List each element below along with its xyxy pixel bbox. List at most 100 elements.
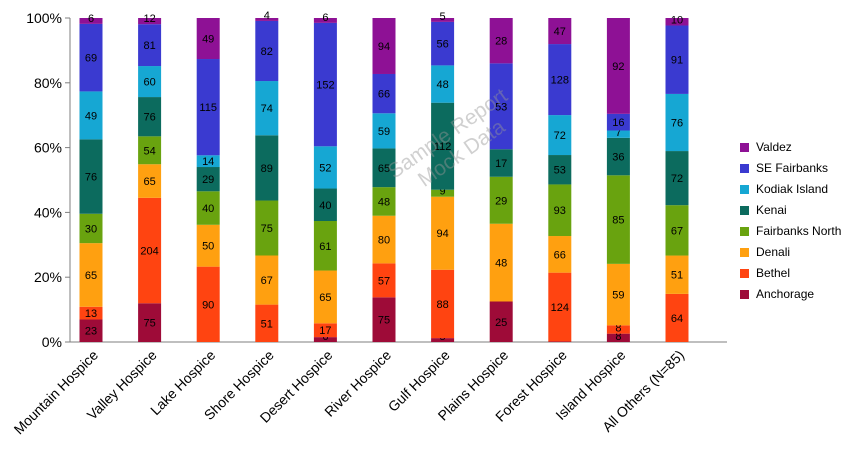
data-label: 115 — [199, 102, 217, 114]
bar-segment — [138, 97, 162, 137]
y-tick-label: 60% — [34, 140, 62, 156]
data-label: 76 — [143, 112, 155, 124]
bar-segment — [606, 263, 630, 326]
bar-segment — [665, 151, 689, 206]
bar-segment — [313, 323, 337, 338]
data-label: 28 — [495, 36, 507, 48]
bar-segment — [431, 65, 455, 103]
legend-swatch — [740, 290, 749, 299]
bar-segment — [138, 136, 162, 165]
data-label: 9 — [440, 186, 446, 198]
data-label: 6 — [88, 13, 94, 25]
data-label: 48 — [378, 196, 390, 208]
bar-segment — [489, 18, 513, 64]
bar-segment — [313, 22, 337, 147]
data-label: 52 — [319, 162, 331, 174]
bar-segment — [79, 213, 103, 244]
bar-segment — [431, 102, 455, 190]
data-label: 49 — [85, 110, 97, 122]
bar-segment — [372, 297, 396, 342]
bar-segment — [489, 149, 513, 177]
data-label: 25 — [495, 317, 507, 329]
data-label: 5 — [440, 11, 446, 23]
bar-segment — [313, 18, 337, 23]
legend-label: Kenai — [756, 203, 787, 217]
bar-segment — [372, 113, 396, 149]
data-label: 53 — [554, 165, 566, 177]
data-label: 91 — [671, 55, 683, 67]
legend-swatch — [740, 164, 749, 173]
data-label: 49 — [202, 34, 214, 46]
legend-label: Anchorage — [756, 287, 815, 301]
bar-segment — [138, 303, 162, 342]
data-label: 8 — [615, 331, 621, 343]
data-label: 10 — [671, 15, 683, 27]
data-label: 53 — [495, 101, 507, 113]
bar-segment — [196, 224, 220, 267]
bar-segment — [548, 18, 572, 45]
data-label: 92 — [612, 61, 624, 73]
data-label: 69 — [85, 53, 97, 65]
data-label: 88 — [436, 299, 448, 311]
legend-swatch — [740, 269, 749, 278]
data-label: 7 — [615, 127, 621, 139]
legend-label: Valdez — [756, 140, 792, 154]
data-label: 75 — [261, 223, 273, 235]
data-label: 94 — [378, 41, 390, 53]
data-label: 23 — [85, 326, 97, 338]
data-label: 50 — [202, 241, 214, 253]
bar-segment — [431, 338, 455, 342]
data-label: 57 — [378, 275, 390, 287]
data-label: 112 — [434, 141, 452, 153]
bar-segment — [548, 155, 572, 185]
bar-segment — [255, 81, 279, 136]
bar-segment — [665, 205, 689, 256]
data-label: 29 — [202, 174, 214, 186]
bar-segment — [548, 236, 572, 273]
bar-segment — [255, 18, 279, 21]
data-label: 64 — [671, 313, 683, 325]
bar-segment — [79, 91, 103, 140]
data-label: 30 — [85, 223, 97, 235]
bar-segment — [665, 25, 689, 94]
y-tick-label: 100% — [26, 10, 62, 26]
bar-segment — [548, 184, 572, 237]
legend-item: Anchorage — [738, 287, 854, 308]
bar-segment — [79, 23, 103, 92]
bar-segment — [138, 24, 162, 67]
bar-segment — [79, 319, 103, 342]
bar-segment — [138, 164, 162, 198]
legend-swatch — [740, 227, 749, 236]
bar-segment — [372, 73, 396, 114]
bar-segment — [489, 223, 513, 302]
data-label: 65 — [319, 292, 331, 304]
bar-segment — [431, 269, 455, 339]
data-label: 67 — [261, 275, 273, 287]
data-label: 4 — [264, 10, 270, 22]
legend-label: Fairbanks North — [756, 224, 842, 238]
bar-segment — [255, 135, 279, 201]
data-label: 89 — [261, 163, 273, 175]
bar-segment — [138, 197, 162, 304]
bar-segment — [313, 270, 337, 324]
bar-segment — [606, 175, 630, 264]
data-label: 40 — [319, 200, 331, 212]
data-label: 48 — [436, 79, 448, 91]
bar-segment — [255, 255, 279, 305]
data-label: 75 — [378, 315, 390, 327]
data-label: 14 — [202, 156, 214, 168]
data-label: 72 — [554, 130, 566, 142]
data-label: 17 — [319, 325, 331, 337]
bar-segment — [606, 325, 630, 334]
data-label: 128 — [551, 75, 569, 87]
data-label: 80 — [378, 235, 390, 247]
legend-item: Bethel — [738, 266, 854, 287]
data-label: 16 — [612, 117, 624, 129]
bar-segment — [606, 137, 630, 176]
bar-segment — [372, 187, 396, 216]
data-label: 66 — [378, 89, 390, 101]
data-label: 76 — [85, 172, 97, 184]
bar-segment — [313, 337, 337, 342]
bar-segment — [372, 18, 396, 74]
data-label: 12 — [143, 13, 155, 25]
